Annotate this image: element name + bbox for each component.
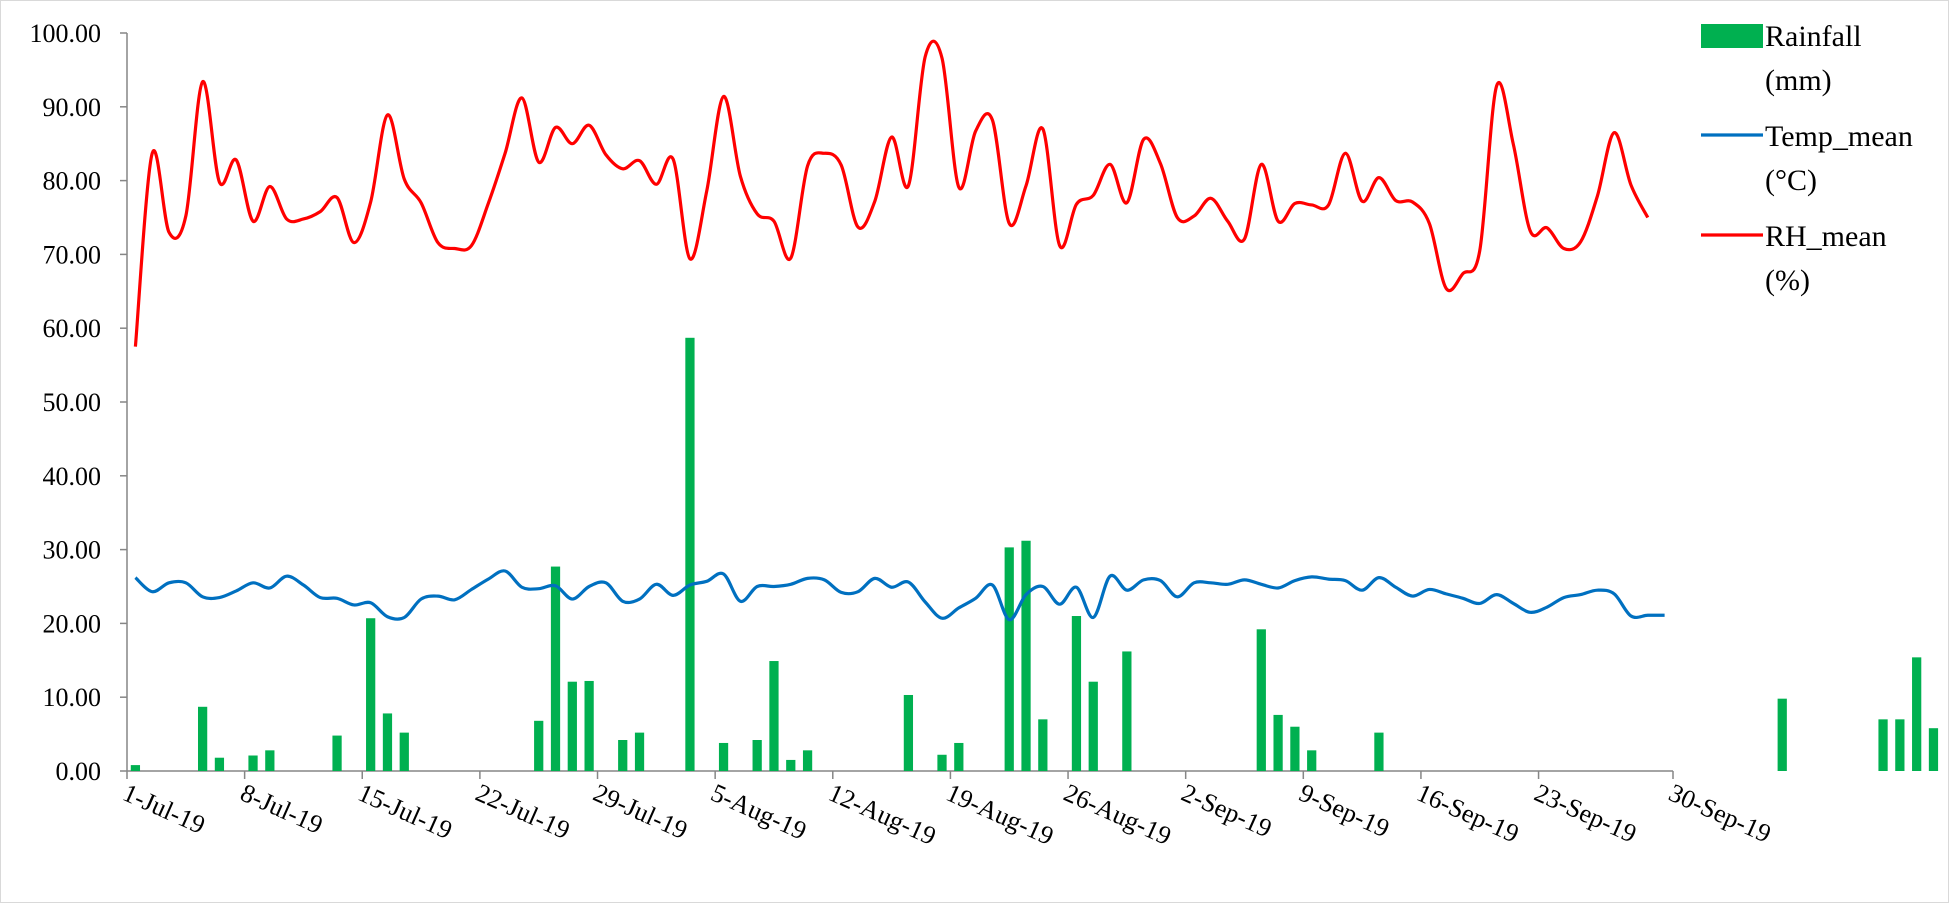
rainfall-bar (1004, 547, 1014, 771)
rainfall-bar (1878, 719, 1888, 771)
y-tick-label: 60.00 (43, 314, 102, 343)
rainfall-bar (1928, 728, 1939, 771)
rainfall-bar (1273, 714, 1283, 771)
x-tick-label: 16-Sep-19 (1412, 778, 1523, 849)
temp-mean-line (134, 569, 1665, 622)
rainfall-bars (130, 337, 1939, 771)
rainfall-bar (1912, 657, 1922, 771)
x-tick-label: 26-Aug-19 (1060, 778, 1176, 851)
x-tick-label: 23-Sep-19 (1530, 778, 1641, 849)
legend-rainfall-label: Rainfall (1765, 20, 1862, 53)
rainfall-bar (265, 750, 275, 771)
y-tick-label: 10.00 (43, 683, 102, 712)
rainfall-bar (752, 740, 762, 771)
rainfall-bar (1256, 629, 1266, 771)
rainfall-bar (685, 337, 695, 771)
rainfall-bar (197, 706, 208, 771)
rainfall-bar (130, 765, 141, 771)
rainfall-bar (802, 750, 813, 771)
legend-rh-mean-label: RH_mean (1765, 220, 1887, 253)
legend: Rainfall (mm) Temp_mean (°C) RH_mean (%) (1701, 20, 1913, 297)
rainfall-bar (769, 661, 779, 771)
legend-rainfall-label: (mm) (1765, 64, 1832, 97)
y-tick-label: 50.00 (43, 388, 102, 417)
legend-temp-mean-label: (°C) (1765, 164, 1817, 197)
x-tick-label: 29-Jul-19 (589, 778, 692, 845)
rainfall-bar (1038, 719, 1048, 771)
legend-rainfall-swatch (1701, 24, 1763, 48)
y-tick-label: 0.00 (56, 757, 102, 786)
y-tick-label: 80.00 (43, 167, 102, 196)
rh-mean-line (133, 39, 1650, 347)
x-tick-label: 9-Sep-19 (1295, 778, 1394, 843)
rainfall-bar (903, 694, 914, 771)
rainfall-bar (718, 742, 729, 771)
rainfall-bar (618, 740, 628, 771)
rainfall-bar (1088, 681, 1098, 771)
rainfall-bar (382, 713, 393, 771)
rainfall-bar (248, 755, 258, 771)
rainfall-bar (1021, 540, 1031, 771)
rainfall-bar (937, 754, 947, 771)
rainfall-bar (332, 735, 342, 771)
x-tick-label: 19-Aug-19 (942, 778, 1058, 851)
rainfall-bar (399, 732, 409, 771)
y-tick-label: 30.00 (43, 536, 102, 565)
rainfall-bar (584, 680, 594, 771)
rainfall-bar (1071, 616, 1082, 771)
y-tick-label: 40.00 (43, 462, 102, 491)
rainfall-bar (550, 566, 561, 771)
x-tick-label: 22-Jul-19 (471, 778, 574, 845)
legend-temp-mean-label: Temp_mean (1765, 120, 1913, 153)
x-tick-label: 5-Aug-19 (707, 778, 811, 846)
rainfall-bar (786, 759, 796, 771)
rainfall-bar (366, 618, 376, 771)
rainfall-bar (1122, 651, 1132, 771)
legend-rh-mean-label: (%) (1765, 264, 1810, 297)
series-lines (133, 39, 1665, 622)
x-tick-label: 2-Sep-19 (1177, 778, 1276, 843)
x-tick-label: 8-Jul-19 (236, 778, 327, 840)
x-tick-label: 15-Jul-19 (354, 778, 457, 845)
rainfall-bar (1777, 698, 1787, 771)
y-tick-label: 90.00 (43, 93, 102, 122)
rainfall-bar (1374, 732, 1384, 771)
rainfall-bar (1307, 750, 1317, 771)
x-tick-label: 12-Aug-19 (824, 778, 940, 851)
rainfall-bar (214, 757, 225, 771)
y-tick-label: 20.00 (43, 609, 102, 638)
rainfall-bar (634, 732, 645, 771)
rainfall-bar (567, 681, 577, 771)
x-tick-label: 1-Jul-19 (119, 778, 210, 840)
rainfall-bar (534, 720, 544, 771)
rainfall-bar (1895, 719, 1905, 771)
y-tick-label: 100.00 (30, 19, 102, 48)
rainfall-bar (1290, 726, 1300, 771)
y-tick-label: 70.00 (43, 240, 102, 269)
x-tick-label: 30-Sep-19 (1665, 778, 1776, 849)
rainfall-bar (954, 742, 964, 771)
